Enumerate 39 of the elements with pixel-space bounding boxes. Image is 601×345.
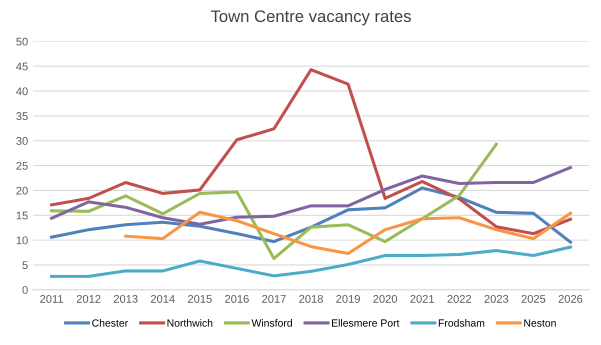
legend-label: Winsford — [252, 319, 292, 327]
x-tick-label: 2026 — [558, 294, 582, 303]
x-tick-label: 2013 — [114, 294, 138, 303]
x-tick-label: 2011 — [40, 294, 63, 303]
x-tick-label: 2025 — [522, 294, 546, 303]
y-tick-label: 0 — [22, 286, 28, 294]
y-tick-label: 25 — [16, 162, 28, 170]
x-tick-label: 2020 — [373, 294, 398, 303]
x-tick-label: 2021 — [410, 294, 434, 303]
y-tick-label: 30 — [16, 137, 28, 145]
chart-title: Town Centre vacancy rates — [210, 10, 411, 26]
y-tick-label: 5 — [22, 261, 28, 270]
x-tick-label: 2016 — [225, 294, 249, 303]
x-tick-label: 2023 — [484, 294, 508, 303]
line-series — [50, 142, 498, 260]
x-tick-label: 2022 — [447, 294, 472, 303]
y-tick-label: 40 — [16, 87, 28, 96]
x-tick-label: 2019 — [336, 294, 360, 303]
legend-label: Northwich — [168, 319, 212, 327]
x-tick-label: 2018 — [299, 294, 323, 303]
legend-label: Ellesmere Port — [332, 319, 400, 327]
y-tick-label: 10 — [16, 236, 28, 244]
y-tick-label: 50 — [16, 38, 28, 46]
y-tick-label: 20 — [16, 186, 28, 195]
y-tick-label: 45 — [16, 62, 28, 70]
line-series — [124, 210, 572, 256]
line-series — [50, 246, 572, 278]
y-tick-label: 15 — [16, 212, 28, 220]
legend-label: Frodsham — [438, 319, 484, 327]
x-tick-label: 2014 — [150, 294, 175, 303]
x-tick-label: 2012 — [76, 294, 100, 303]
legend-label: Chester — [92, 319, 128, 327]
x-tick-label: 2015 — [188, 294, 212, 303]
legend-label: Neston — [524, 319, 556, 327]
line-series — [50, 186, 572, 244]
line-series — [50, 166, 572, 226]
y-tick-label: 35 — [16, 112, 28, 120]
x-tick-label: 2017 — [262, 294, 286, 303]
line-series — [50, 68, 572, 236]
